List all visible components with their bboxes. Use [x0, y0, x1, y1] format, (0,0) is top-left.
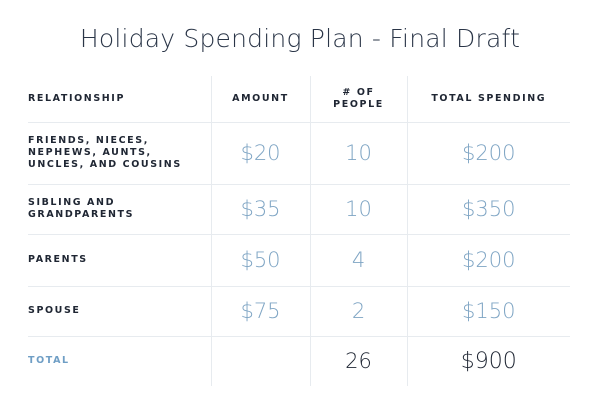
relationship-cell: PARENTS [28, 234, 211, 287]
total-cell: $150 [406, 286, 570, 337]
amount-cell: $75 [210, 286, 310, 337]
amount-cell: $20 [210, 122, 310, 185]
amount-cell: $50 [210, 234, 310, 287]
table-row: SPOUSE $75 2 $150 [28, 286, 570, 337]
relationship-cell: SIBLING AND GRANDPARENTS [28, 184, 211, 235]
total-row: TOTAL 26 $900 [28, 336, 570, 386]
amount-cell: $35 [210, 184, 310, 235]
header-amount: AMOUNT [210, 76, 310, 123]
table-row: PARENTS $50 4 $200 [28, 234, 570, 287]
total-cell: $350 [406, 184, 570, 235]
relationship-line: UNCLES, AND COUSINS [28, 159, 182, 170]
relationship-cell: FRIENDS, NIECES, NEPHEWS, AUNTS, UNCLES,… [28, 122, 211, 185]
total-cell: $200 [406, 122, 570, 185]
header-relationship: RELATIONSHIP [28, 76, 211, 123]
total-amount-cell [210, 336, 310, 386]
relationship-line: NEPHEWS, AUNTS, [28, 147, 152, 158]
header-people-line2: PEOPLE [333, 98, 384, 110]
table-row: SIBLING AND GRANDPARENTS $35 10 $350 [28, 184, 570, 235]
relationship-line: FRIENDS, NIECES, [28, 135, 149, 146]
page-title: Holiday Spending Plan - Final Draft [79, 24, 521, 53]
relationship-line: GRANDPARENTS [28, 209, 135, 220]
header-people: # OF PEOPLE [309, 76, 407, 123]
people-cell: 4 [309, 234, 407, 287]
relationship-cell: SPOUSE [28, 286, 211, 337]
relationship-line: SIBLING AND [28, 197, 116, 208]
grand-total-cell: $900 [406, 336, 570, 386]
table-header-row: RELATIONSHIP AMOUNT # OF PEOPLE TOTAL SP… [28, 76, 570, 123]
header-total-spending: TOTAL SPENDING [406, 76, 570, 123]
people-cell: 10 [309, 122, 407, 185]
total-label: TOTAL [28, 355, 70, 367]
people-cell: 2 [309, 286, 407, 337]
total-cell: $200 [406, 234, 570, 287]
relationship-line: PARENTS [28, 254, 88, 265]
spending-table: RELATIONSHIP AMOUNT # OF PEOPLE TOTAL SP… [28, 76, 570, 386]
header-people-line1: # OF [342, 86, 375, 98]
total-people-cell: 26 [309, 336, 407, 386]
relationship-line: SPOUSE [28, 305, 81, 316]
table-row: FRIENDS, NIECES, NEPHEWS, AUNTS, UNCLES,… [28, 122, 570, 185]
people-cell: 10 [309, 184, 407, 235]
